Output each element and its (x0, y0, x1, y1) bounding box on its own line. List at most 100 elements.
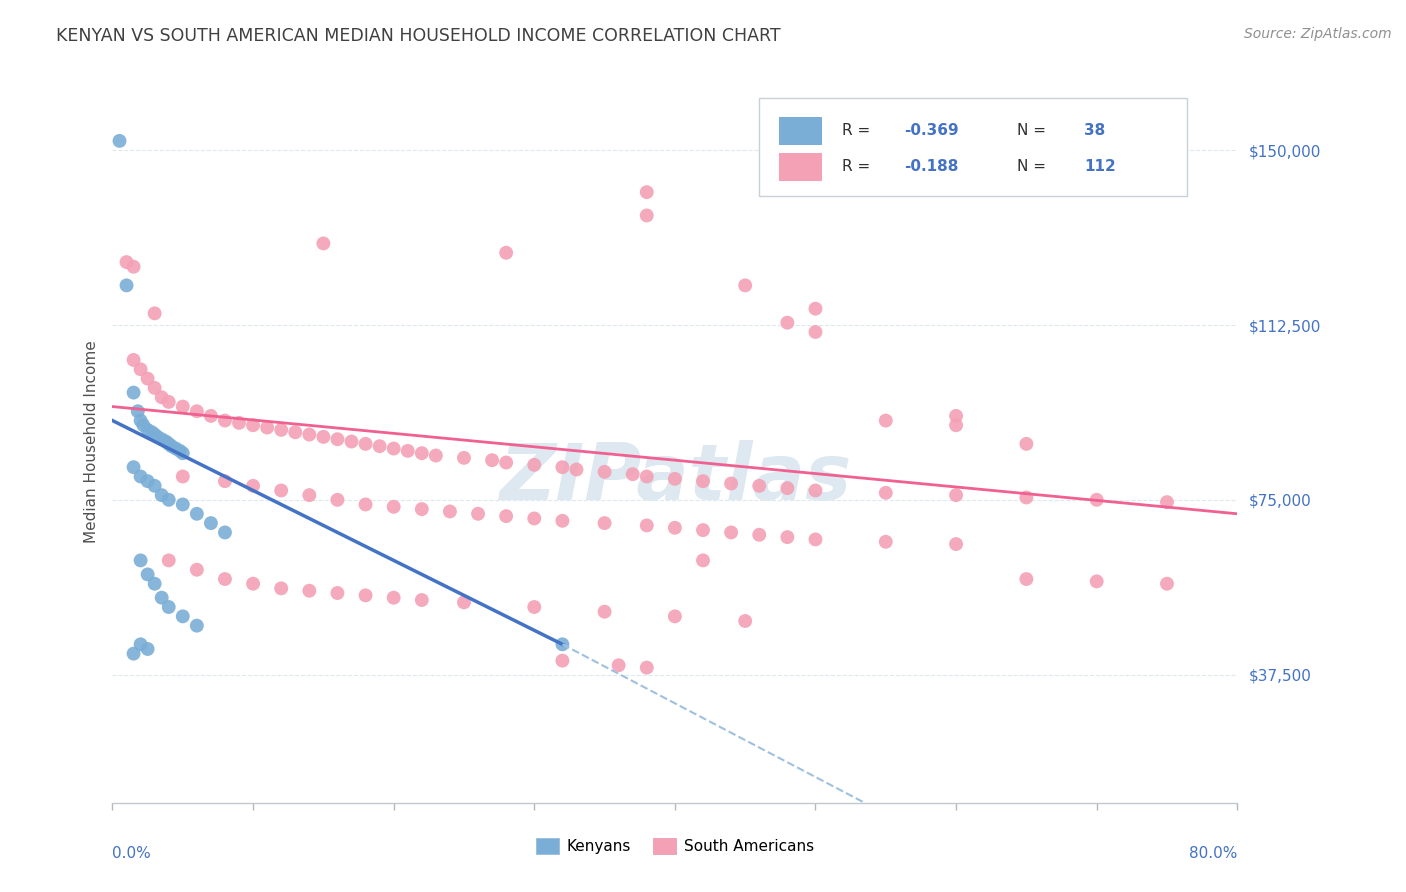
Point (354, 588, 377, 602)
Point (382, 500, 405, 514)
Point (551, 514, 574, 528)
Point (155, 434, 177, 449)
Point (129, 637, 152, 651)
Point (551, 460, 574, 475)
Point (1085, 574, 1108, 589)
Point (186, 618, 208, 632)
Point (108, 134, 131, 148)
Point (875, 413, 897, 427)
FancyBboxPatch shape (779, 117, 823, 145)
Point (621, 467, 644, 482)
Point (636, 660, 658, 674)
Point (200, 516, 222, 530)
Point (200, 409, 222, 423)
Legend: Kenyans, South Americans: Kenyans, South Americans (530, 832, 820, 860)
Point (551, 637, 574, 651)
Point (523, 511, 546, 525)
Point (636, 209, 658, 223)
Point (172, 446, 194, 460)
Point (129, 362, 152, 376)
Text: Source: ZipAtlas.com: Source: ZipAtlas.com (1244, 27, 1392, 41)
Point (157, 492, 180, 507)
Point (270, 582, 292, 596)
Point (607, 658, 630, 673)
Point (945, 537, 967, 551)
Text: -0.188: -0.188 (904, 160, 959, 175)
Point (150, 390, 173, 404)
Y-axis label: Median Household Income: Median Household Income (83, 340, 98, 543)
Point (160, 439, 183, 453)
Point (481, 453, 503, 467)
Point (186, 404, 208, 418)
Point (382, 591, 405, 605)
Point (453, 595, 475, 609)
Point (664, 521, 686, 535)
Point (115, 278, 138, 293)
Point (136, 474, 159, 488)
Point (150, 432, 173, 446)
Point (565, 462, 588, 476)
Point (664, 472, 686, 486)
Point (382, 442, 405, 456)
FancyBboxPatch shape (779, 153, 823, 181)
Point (523, 600, 546, 615)
Point (411, 593, 433, 607)
Point (326, 492, 349, 507)
Point (523, 458, 546, 472)
Point (593, 516, 616, 530)
Point (945, 409, 967, 423)
Point (143, 479, 166, 493)
Point (495, 456, 517, 470)
Point (1085, 492, 1108, 507)
Point (326, 432, 349, 446)
Point (214, 525, 236, 540)
Point (312, 236, 335, 251)
Point (242, 576, 264, 591)
Point (143, 427, 166, 442)
Point (242, 418, 264, 433)
Point (945, 488, 967, 502)
Point (340, 434, 363, 449)
Point (157, 553, 180, 567)
Point (122, 353, 145, 368)
Point (593, 605, 616, 619)
Point (1015, 437, 1038, 451)
Point (214, 474, 236, 488)
Point (734, 278, 756, 293)
Text: N =: N = (1017, 123, 1050, 138)
Point (165, 442, 187, 456)
Point (720, 525, 742, 540)
Point (298, 427, 321, 442)
Point (1015, 572, 1038, 586)
Point (132, 418, 155, 433)
Point (453, 450, 475, 465)
Point (127, 404, 149, 418)
Point (186, 507, 208, 521)
Point (411, 502, 433, 516)
Point (875, 534, 897, 549)
Point (129, 469, 152, 483)
Text: ZIPatlas: ZIPatlas (499, 440, 851, 516)
Point (425, 449, 447, 463)
Point (396, 443, 419, 458)
Point (141, 425, 163, 440)
Point (122, 647, 145, 661)
Point (270, 483, 292, 498)
Point (354, 498, 377, 512)
Point (169, 443, 191, 458)
Point (122, 385, 145, 400)
Text: 38: 38 (1084, 123, 1105, 138)
Text: 80.0%: 80.0% (1189, 847, 1237, 861)
Point (776, 316, 799, 330)
Point (636, 185, 658, 199)
Point (256, 420, 278, 434)
Point (129, 553, 152, 567)
Point (143, 306, 166, 320)
Point (748, 479, 770, 493)
Point (136, 423, 159, 437)
Point (326, 586, 349, 600)
Point (150, 591, 173, 605)
Point (214, 413, 236, 427)
Text: R =: R = (842, 123, 876, 138)
Point (467, 507, 489, 521)
